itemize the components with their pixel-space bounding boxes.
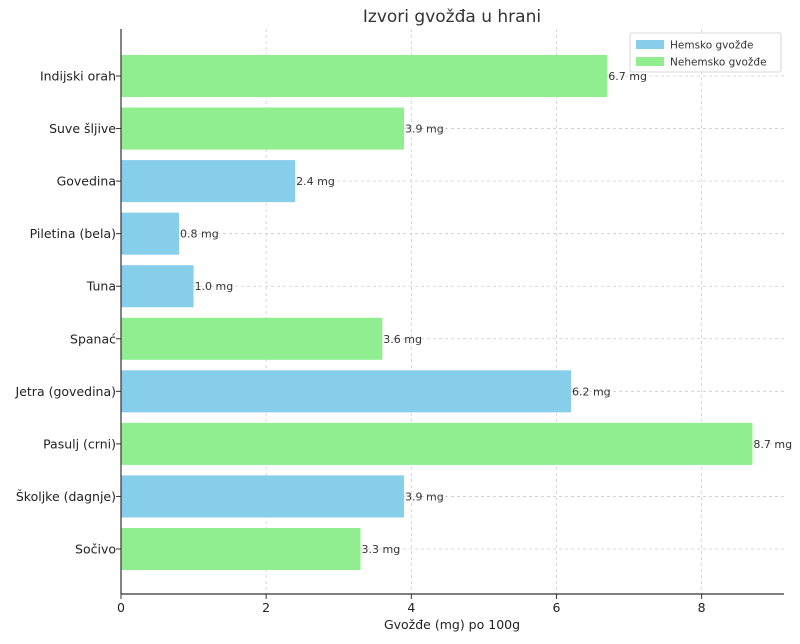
legend-label: Nehemsko gvožđe xyxy=(670,57,767,69)
x-tick-label: 6 xyxy=(552,600,560,615)
legend-box xyxy=(629,32,782,73)
bar xyxy=(121,317,383,360)
value-label: 8.7 mg xyxy=(753,438,792,451)
value-label: 0.8 mg xyxy=(180,228,219,241)
value-label: 2.4 mg xyxy=(296,175,335,188)
bar xyxy=(121,422,753,465)
bar xyxy=(121,212,180,255)
category-label: Pasulj (crni) xyxy=(43,436,116,451)
ticks: 0 2 4 6 8 Sočivo Školjke (dagnje) Pasulj (crni)… xyxy=(15,69,706,616)
bar xyxy=(121,475,405,518)
category-label: Indijski orah xyxy=(40,69,116,84)
bar xyxy=(121,160,296,203)
category-label: Piletina (bela) xyxy=(30,226,116,241)
x-tick-label: 4 xyxy=(407,600,415,615)
legend: Hemsko gvožđe Nehemsko gvožđe xyxy=(629,32,782,73)
bar xyxy=(121,54,608,98)
value-label: 6.2 mg xyxy=(572,385,611,398)
bar xyxy=(121,370,571,413)
chart-title: Izvori gvožđa u hrani xyxy=(363,7,541,27)
value-labels: 3.3 mg 3.9 mg 8.7 mg 6.2 mg 3.6 mg 1.0 mg 0.8 … xyxy=(180,70,792,556)
x-axis-title: Gvožđe (mg) po 100g xyxy=(384,617,520,632)
value-label: 3.3 mg xyxy=(362,543,401,556)
axes xyxy=(120,29,784,595)
bars xyxy=(121,54,753,571)
bar xyxy=(121,107,405,150)
x-tick-label: 8 xyxy=(698,600,706,615)
bar xyxy=(121,265,194,308)
legend-swatch xyxy=(636,40,664,49)
legend-label: Hemsko gvožđe xyxy=(670,40,753,52)
category-label: Tuna xyxy=(86,279,116,294)
category-label: Spanać xyxy=(70,331,116,346)
x-tick-label: 2 xyxy=(262,600,270,615)
bar xyxy=(121,527,361,571)
category-label: Školjke (dagnje) xyxy=(16,489,116,504)
value-label: 3.9 mg xyxy=(405,123,444,136)
category-label: Jetra (govedina) xyxy=(15,384,116,399)
x-tick-label: 0 xyxy=(117,600,125,615)
value-label: 6.7 mg xyxy=(608,70,647,83)
value-label: 3.6 mg xyxy=(383,333,422,346)
legend-swatch xyxy=(636,57,664,66)
value-label: 1.0 mg xyxy=(195,280,234,293)
value-label: 3.9 mg xyxy=(405,490,444,503)
category-label: Sočivo xyxy=(75,542,116,557)
category-label: Suve šljive xyxy=(49,121,116,136)
category-label: Govedina xyxy=(57,174,116,189)
